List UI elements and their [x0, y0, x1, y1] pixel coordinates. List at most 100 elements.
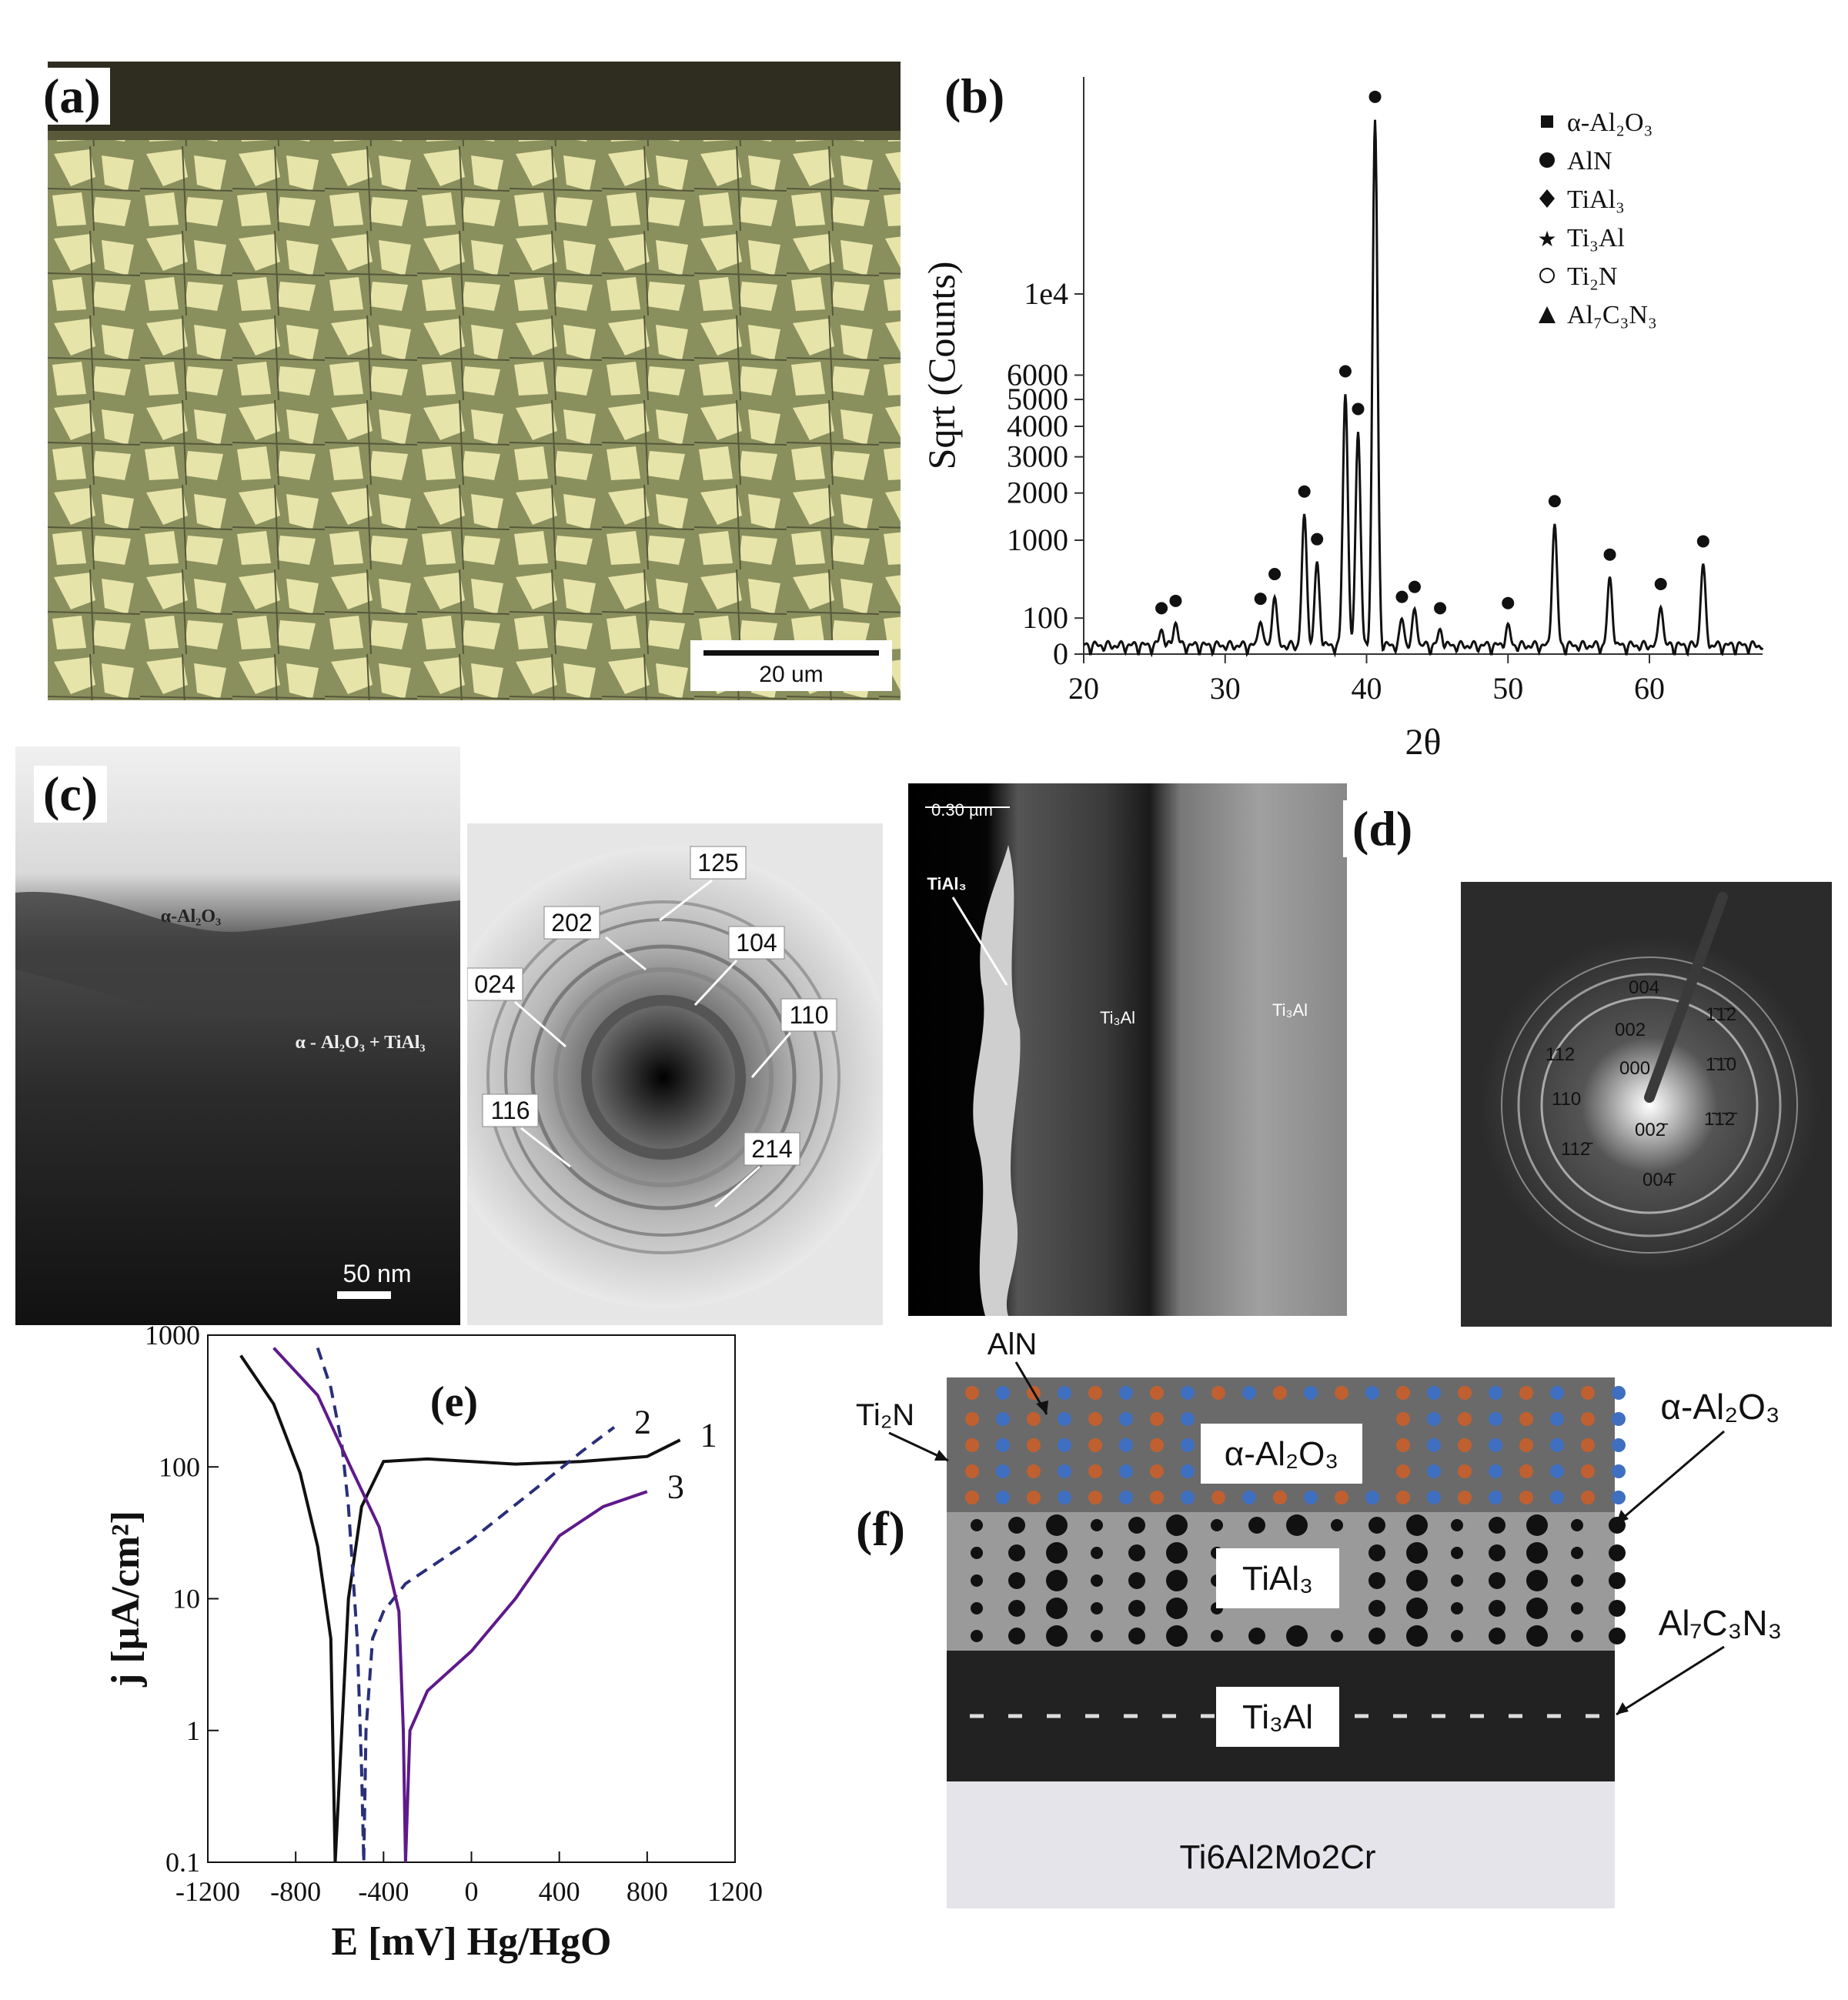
spot-002: 002	[1615, 1020, 1646, 1040]
panel-a-micrograph: 20 um	[48, 62, 901, 700]
xrd-peak-marker	[1603, 548, 1616, 561]
alumina-particle	[1396, 1412, 1410, 1426]
alumina-particle	[1088, 1464, 1102, 1478]
alumina-particle	[1519, 1491, 1533, 1504]
alumina-particle	[1458, 1386, 1472, 1400]
tial3-particle	[1526, 1625, 1548, 1647]
xrd-peak-marker	[1311, 533, 1324, 546]
xrd-y-tick-label: 100	[1022, 600, 1068, 635]
tial3-particle	[1008, 1628, 1025, 1644]
phase-ti3al-right-label: Ti₃Al	[1272, 1000, 1308, 1020]
pol-x-tick-label: -1200	[175, 1876, 240, 1907]
tial3-particle	[971, 1519, 983, 1531]
alumina-particle	[1058, 1438, 1071, 1452]
ring-202: 202	[551, 909, 592, 937]
alumina-particle	[996, 1438, 1010, 1452]
panel-a-label: (a)	[34, 68, 110, 125]
xrd-peak-marker	[1502, 596, 1515, 609]
alumina-particle	[1242, 1386, 1256, 1400]
panel-c-tem-image: α-Al₂O₃ α - Al₂O₃ + TiAl₃ 50 nm	[15, 746, 460, 1325]
xrd-x-tick-label: 60	[1634, 671, 1665, 706]
spot-m1m10: 1̄1̄0	[1706, 1054, 1736, 1075]
alumina-particle	[1181, 1491, 1195, 1504]
alumina-particle	[965, 1386, 979, 1400]
alumina-particle	[1027, 1438, 1041, 1452]
alumina-particle	[1550, 1491, 1564, 1504]
alumina-particle	[1519, 1386, 1533, 1400]
panel-f-schematic: α-Al₂O₃ TiAl₃ Ti₃Al Ti6Al2Mo2Cr AlN Ti₂N…	[816, 1324, 1816, 1932]
tial3-particle	[1609, 1600, 1626, 1617]
xrd-y-tick-label: 3000	[1007, 439, 1068, 474]
alumina-particle	[1396, 1491, 1410, 1504]
legend-entry: Ti₂N	[1567, 262, 1617, 291]
alumina-particle	[1427, 1464, 1441, 1478]
tial3-particle	[1609, 1628, 1626, 1644]
pol-y-tick-label: 10	[172, 1584, 200, 1614]
alumina-particle	[1427, 1386, 1441, 1400]
xrd-y-tick-label: 5000	[1007, 382, 1068, 416]
micrograph-image: 20 um	[48, 62, 901, 700]
tial3-particle	[1526, 1598, 1548, 1619]
pol-series-1	[239, 1354, 681, 1863]
panel-e-label: (e)	[430, 1378, 478, 1426]
tial3-particle	[1211, 1630, 1223, 1642]
tial3-particle	[1406, 1598, 1428, 1619]
xrd-peak-marker	[1368, 90, 1382, 103]
xrd-y-tick-label: 6000	[1007, 357, 1068, 392]
scale-bar-c: 50 nm	[343, 1260, 412, 1287]
alumina-particle	[1335, 1491, 1348, 1504]
tial3-particle	[1008, 1600, 1025, 1617]
spot-000: 000	[1619, 1058, 1650, 1079]
xrd-peak-marker	[1654, 577, 1667, 590]
alumina-particle	[1027, 1412, 1041, 1426]
tial3-particle	[1368, 1544, 1385, 1561]
tial3-particle	[1128, 1544, 1145, 1561]
tial3-particle	[1331, 1519, 1343, 1531]
xrd-peak-marker	[1408, 580, 1421, 593]
spot-m1m12: 1̄1̄2	[1706, 1004, 1736, 1025]
alumina-particle	[1335, 1386, 1348, 1400]
pol-series-label-3: 3	[667, 1467, 684, 1505]
tial3-particle	[1166, 1598, 1188, 1619]
alumina-particle	[1119, 1412, 1133, 1426]
tial3-particle	[1451, 1602, 1463, 1614]
tial3-particle	[1451, 1547, 1463, 1559]
tem-bright-field: α-Al₂O₃ α - Al₂O₃ + TiAl₃ 50 nm	[15, 746, 460, 1325]
tial3-particle	[1331, 1630, 1343, 1642]
xrd-peak-marker	[1268, 568, 1282, 580]
alumina-particle	[1088, 1412, 1102, 1426]
alumina-particle	[1304, 1386, 1318, 1400]
alumina-particle	[1519, 1438, 1533, 1452]
tial3-particle	[1451, 1519, 1463, 1531]
xrd-x-tick-label: 30	[1210, 671, 1241, 706]
layer-schematic-svg: α-Al₂O₃ TiAl₃ Ti₃Al Ti6Al2Mo2Cr AlN Ti₂N…	[856, 1327, 1783, 1908]
tial3-particle	[1571, 1630, 1583, 1642]
xrd-y-tick-label: 1e4	[1024, 276, 1068, 311]
alumina-particle	[1396, 1464, 1410, 1478]
alumina-particle	[1058, 1491, 1071, 1504]
callout-alumina: α-Al₂O₃	[1660, 1387, 1779, 1427]
legend-marker-ring	[1539, 268, 1555, 283]
layer-mixed-label: α - Al₂O₃ + TiAl₃	[295, 1033, 425, 1053]
tial3-particle	[1368, 1572, 1385, 1589]
legend-marker-circle	[1539, 152, 1555, 168]
alumina-particle	[1058, 1412, 1071, 1426]
tial3-particle	[971, 1602, 983, 1614]
panel-d-darkfield: 0.30 µm TiAl₃ Ti₃Al Ti₃Al	[908, 783, 1347, 1316]
alumina-particle	[1396, 1438, 1410, 1452]
tial3-particle	[1451, 1574, 1463, 1587]
xrd-peak-marker	[1434, 602, 1447, 615]
tial3-particle	[1571, 1519, 1583, 1531]
xrd-x-tick-label: 40	[1352, 671, 1382, 706]
legend-entry: Ti₃Al	[1567, 224, 1625, 252]
panel-d-saed: 004 002 000 110 112 112̄ 002̄ 004̄ 1̄1̄2…	[1461, 882, 1832, 1327]
callout-carbonitride: Al₇C₃N₃	[1659, 1603, 1783, 1643]
alumina-particle	[1489, 1386, 1502, 1400]
tial3-particle	[1368, 1628, 1385, 1644]
tial3-particle	[1046, 1598, 1068, 1619]
panel-c-diffraction: 125 202 104 024 110 116 214	[467, 823, 883, 1325]
xrd-peak-marker	[1548, 495, 1561, 508]
panel-e-polarization-chart: -1200 -800 -400 0 400 800 1200 0.1 1 10 100 1000 E […	[85, 1324, 808, 1970]
alumina-particle	[1181, 1386, 1195, 1400]
alumina-particle	[1489, 1438, 1502, 1452]
